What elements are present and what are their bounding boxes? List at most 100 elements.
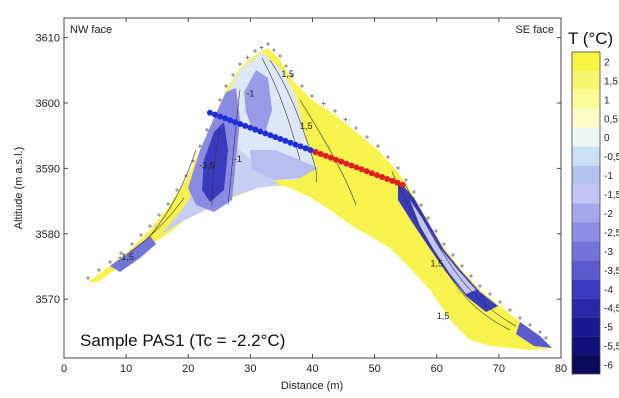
x-tick-label: 40 [306,363,318,375]
colorbar-swatch [572,127,600,147]
blue-profile-dot [292,141,299,148]
colorbar-label: -1,5 [604,190,619,201]
red-profile-dot [358,166,365,173]
temperature-surface [88,48,552,350]
cold-zone-mid [250,150,318,180]
cold-zone-se [398,180,498,312]
y-axis-label: Altitude (m a.s.l.) [13,147,25,230]
red-profile-dot [348,162,355,169]
colorbar-swatch [572,222,600,242]
contour-label: 1,5 [437,311,450,321]
blue-profile-dot [297,143,304,150]
red-profile-dot [363,168,370,175]
nw-face-label: NW face [70,24,112,36]
colorbar-swatch [572,165,600,185]
x-tick-label: 60 [431,363,443,375]
red-profile-dot [343,160,350,167]
contour-label: -1 [246,88,254,98]
red-profile-dot [389,177,396,184]
colorbar-swatch [572,70,600,90]
colorbar-title: T (°C) [568,29,613,48]
colorbar-label: -0,5 [604,152,619,163]
x-tick-label: 50 [369,363,381,375]
colorbar-label: -4,5 [604,304,619,315]
colorbar-label: -5 [604,323,613,334]
blue-profile-dot [222,115,229,122]
y-axis: 3570 3580 3590 3600 3610 [36,33,561,306]
blue-profile-dot [282,137,289,144]
colorbar-swatch [572,355,600,374]
blue-profile-dot [247,124,254,131]
red-profile-dot [327,154,334,161]
contour-labels: 1,5 1,5 -1 -1 -3,5 -1,5 1,5 1,5 [118,69,449,321]
electrode-marks [86,42,548,340]
contour-field [86,42,552,350]
cold-zone-se-foot [516,322,552,348]
contour-label: -3,5 [199,160,215,170]
x-tick-label: 30 [244,363,256,375]
colorbar-swatch [572,203,600,223]
x-tick-label: 0 [61,363,67,375]
colorbar-swatch [572,336,600,356]
blue-profile-dot [206,109,213,116]
colorbar-label: -3,5 [604,266,619,277]
red-profile-dot [338,158,345,165]
red-profile-dot [322,152,329,159]
y-tick-label: 3600 [36,98,60,110]
red-profile-dot [379,174,386,181]
blue-profile-dot [307,147,314,154]
colorbar-swatch [572,108,600,128]
colorbar-frame [571,51,601,375]
colorbar-label: -3 [604,247,613,258]
colorbar-label: -4 [604,285,613,296]
blue-profile-dot [212,111,219,118]
blue-profile-dot [252,126,259,133]
red-profile-dot [384,175,391,182]
x-axis-label: Distance (m) [281,380,343,392]
colorbar-swatch [572,52,600,71]
contour-label: -1,5 [118,252,134,262]
x-tick-label: 70 [493,363,505,375]
y-tick-label: 3590 [36,163,60,175]
blue-profile-dot [217,113,224,120]
contour-label: 1,5 [281,69,294,79]
colorbar-label: -1 [604,171,613,182]
blue-profile-dot [242,122,249,129]
profile-line [206,109,406,188]
colorbar-label: -5,5 [604,342,619,353]
red-profile-dot [312,149,319,156]
cold-zone-se-edge [410,200,476,294]
cold-zone-low-left [110,236,156,272]
x-tick-label: 20 [182,363,194,375]
red-profile-dot [333,156,340,163]
red-profile-dot [394,179,401,186]
blue-profile-dot [262,130,269,137]
x-tick-label: 10 [120,363,132,375]
colorbar-swatch [572,279,600,299]
colorbar-swatch [572,146,600,166]
colorbar-label: -2 [604,209,613,220]
blue-profile-dot [272,134,279,141]
red-profile-dot [399,181,406,188]
colorbar-label: 0,5 [604,114,618,125]
colorbar-label: -6 [604,361,613,372]
sample-annotation: Sample PAS1 (Tc = -2.2°C) [80,331,285,350]
blue-profile-dot [267,132,274,139]
cold-zone-upper [244,70,272,130]
colorbar-swatch [572,241,600,261]
blue-profile-dot [277,135,284,142]
x-tick-label: 80 [555,363,567,375]
colorbar-swatch [572,317,600,337]
colorbar-label: -2,5 [604,228,619,239]
colorbar-swatch [572,260,600,280]
colorbar-swatch [572,184,600,204]
y-tick-label: 3610 [36,33,60,45]
red-profile-dot [317,150,324,157]
colorbar-label: 2 [604,57,610,68]
red-profile-dot [353,164,360,171]
blue-profile-dot [232,119,239,126]
x-axis: 0 10 20 30 40 50 60 70 80 [61,18,567,375]
colorbar-swatch [572,298,600,318]
colorbar-label: 1,5 [604,76,618,87]
